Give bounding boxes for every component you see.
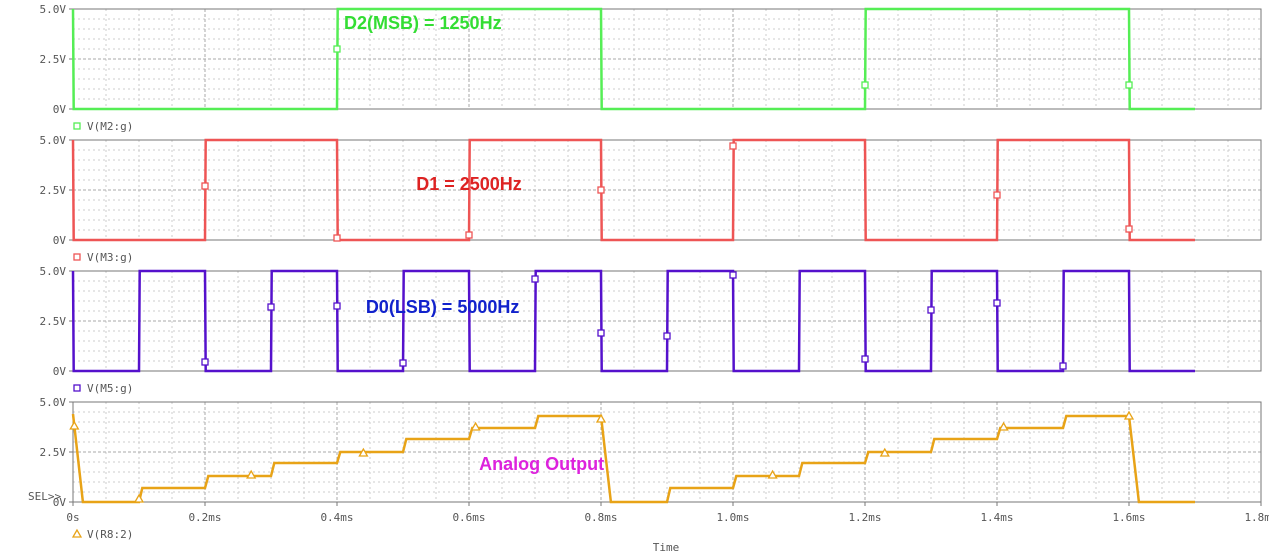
trace-d1-marker bbox=[333, 234, 341, 242]
trace-analog-marker bbox=[69, 420, 80, 430]
x-tick-label: 0s bbox=[66, 511, 79, 524]
panel-d2-ytick-label: 2.5V bbox=[40, 53, 67, 66]
trace-d0-marker bbox=[993, 299, 1001, 307]
trace-d1-marker bbox=[1125, 225, 1133, 233]
x-tick-label: 1.4ms bbox=[980, 511, 1013, 524]
panel-analog-annotation: Analog Output bbox=[479, 454, 604, 474]
trace-analog-marker bbox=[767, 469, 778, 479]
panel-d1: 0V 2.5V 5.0V D1 = 2500Hz V(M3:g) bbox=[40, 134, 1262, 264]
selected-panel-marker[interactable]: SEL>> bbox=[28, 490, 61, 503]
x-axis-label: Time bbox=[653, 541, 680, 554]
trace-d2 bbox=[71, 7, 1195, 111]
trace-d0-marker bbox=[1059, 362, 1067, 370]
x-tick-label: 0.6ms bbox=[452, 511, 485, 524]
trace-d1-marker bbox=[465, 231, 473, 239]
x-tick-label: 0.2ms bbox=[188, 511, 221, 524]
trace-d0-marker bbox=[597, 329, 605, 337]
legend-d0[interactable]: V(M5:g) bbox=[73, 382, 133, 395]
legend-d2-square-icon bbox=[73, 122, 81, 130]
trace-analog-marker bbox=[358, 447, 369, 457]
panel-d2-grid bbox=[73, 9, 1261, 109]
trace-d0-marker bbox=[267, 303, 275, 311]
legend-d2-label: V(M2:g) bbox=[87, 120, 133, 133]
trace-d0-marker bbox=[201, 358, 209, 366]
panel-d0-ytick-label: 0V bbox=[53, 365, 67, 378]
trace-d2-marker bbox=[1125, 81, 1133, 89]
legend-analog[interactable]: V(R8:2) bbox=[71, 528, 133, 541]
panel-analog: 0V 2.5V 5.0V SEL>> Analog Output V(R8:2) bbox=[28, 396, 1262, 541]
panel-analog-grid bbox=[73, 402, 1261, 502]
trace-d0-marker bbox=[927, 306, 935, 314]
x-tick-label: 1.8ms bbox=[1244, 511, 1269, 524]
legend-d0-label: V(M5:g) bbox=[87, 382, 133, 395]
panel-analog-ytick-label: 0V bbox=[53, 496, 67, 509]
trace-d0-marker bbox=[333, 302, 341, 310]
trace-analog-marker bbox=[998, 421, 1009, 431]
trace-analog-marker bbox=[879, 447, 890, 457]
panel-d1-ytick-label: 0V bbox=[53, 234, 67, 247]
legend-d1-label: V(M3:g) bbox=[87, 251, 133, 264]
trace-d1-marker bbox=[597, 186, 605, 194]
legend-d0-square-icon bbox=[73, 384, 81, 392]
trace-analog-marker bbox=[470, 421, 481, 431]
trace-d0-marker bbox=[531, 275, 539, 283]
x-tick-label: 1.0ms bbox=[716, 511, 749, 524]
panel-analog-ytick-label: 2.5V bbox=[40, 446, 67, 459]
x-tick-label: 1.6ms bbox=[1112, 511, 1145, 524]
trace-d0-marker bbox=[663, 332, 671, 340]
panel-d0: 0V 2.5V 5.0V D0(LSB) = 5000Hz V(M5:g) bbox=[40, 265, 1262, 395]
legend-d1[interactable]: V(M3:g) bbox=[73, 251, 133, 264]
trace-analog-marker bbox=[1123, 410, 1135, 420]
panel-d0-annotation: D0(LSB) = 5000Hz bbox=[366, 297, 520, 317]
legend-analog-label: V(R8:2) bbox=[87, 528, 133, 541]
panel-d1-ytick-label: 5.0V bbox=[40, 134, 67, 147]
x-axis: 0s 0.2ms 0.4ms 0.6ms 0.8ms 1.0ms 1.2ms 1.4ms 1.6… bbox=[66, 502, 1269, 554]
panel-d2-ytick-label: 5.0V bbox=[40, 3, 67, 16]
trace-d1 bbox=[71, 138, 1195, 242]
trace-analog-marker bbox=[133, 493, 145, 503]
panel-d0-ytick-label: 5.0V bbox=[40, 265, 67, 278]
trace-analog-marker bbox=[595, 413, 607, 423]
panel-d1-annotation: D1 = 2500Hz bbox=[416, 174, 522, 194]
trace-d1-marker bbox=[993, 191, 1001, 199]
panel-d2-annotation: D2(MSB) = 1250Hz bbox=[344, 13, 502, 33]
panel-d1-grid bbox=[73, 140, 1261, 240]
trace-d1-marker bbox=[729, 142, 737, 150]
panel-d2: 0V 2.5V 5.0V D2(MSB) = 1250Hz V(M2:g) bbox=[40, 3, 1262, 133]
legend-d2[interactable]: V(M2:g) bbox=[73, 120, 133, 133]
panel-analog-ytick-label: 5.0V bbox=[40, 396, 67, 409]
legend-analog-triangle-icon bbox=[71, 528, 83, 538]
x-tick-label: 0.8ms bbox=[584, 511, 617, 524]
trace-d0-marker bbox=[399, 359, 407, 367]
chart-panels: 0V 2.5V 5.0V D2(MSB) = 1250Hz V(M2:g) 0V 2.5V 5… bbox=[28, 3, 1262, 541]
panel-d2-ytick-label: 0V bbox=[53, 103, 67, 116]
x-tick-label: 1.2ms bbox=[848, 511, 881, 524]
trace-analog-marker bbox=[246, 469, 257, 479]
trace-d1-marker bbox=[201, 182, 209, 190]
trace-d2-marker bbox=[861, 81, 869, 89]
x-tick-label: 0.4ms bbox=[320, 511, 353, 524]
trace-d0-marker bbox=[729, 271, 737, 279]
trace-d2-marker bbox=[333, 45, 341, 53]
trace-d0-marker bbox=[861, 355, 869, 363]
panel-d1-ytick-label: 2.5V bbox=[40, 184, 67, 197]
legend-d1-square-icon bbox=[73, 253, 81, 261]
panel-d0-ytick-label: 2.5V bbox=[40, 315, 67, 328]
